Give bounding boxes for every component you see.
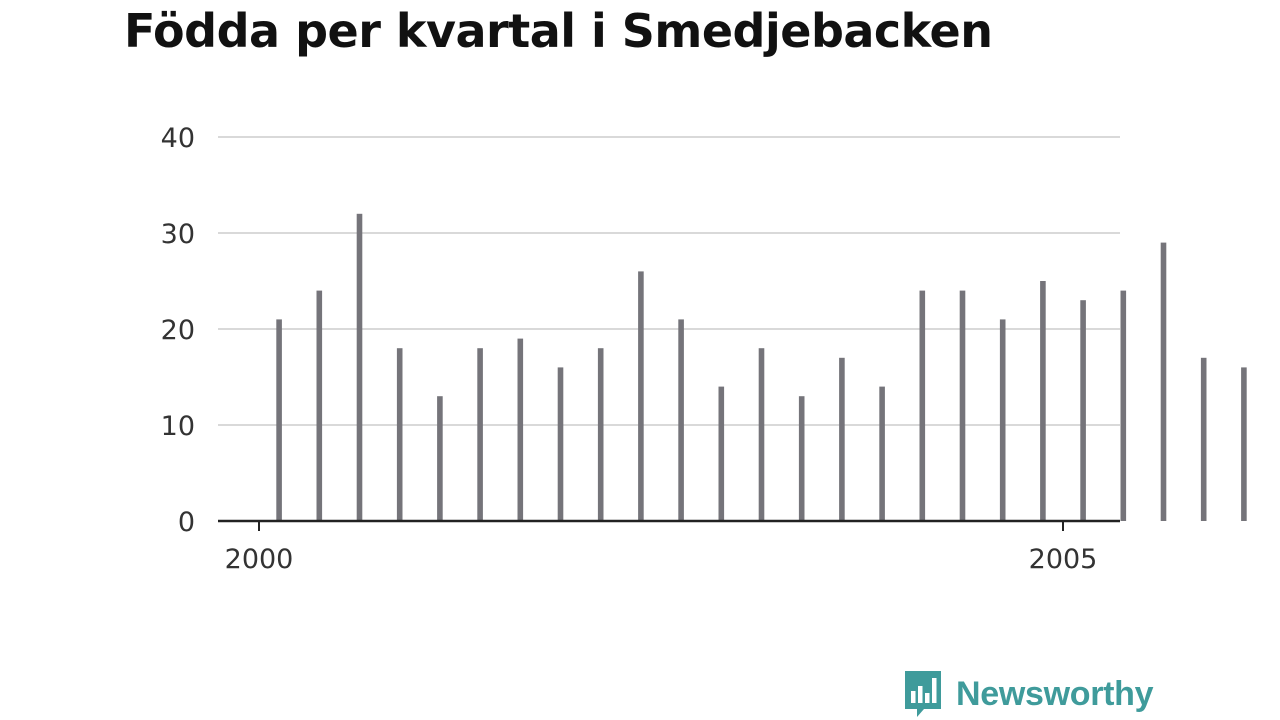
bar (879, 386, 885, 521)
y-tick-label: 40 (161, 123, 195, 154)
bar-chart: 01020304015200020052010201520202025 (161, 123, 1247, 575)
bar (396, 348, 403, 521)
bar (557, 367, 564, 521)
bar (638, 271, 644, 521)
bar (276, 319, 282, 521)
bar (999, 319, 1006, 521)
bar (597, 348, 604, 521)
y-tick-label: 30 (161, 219, 195, 250)
bar (437, 396, 443, 521)
newsworthy-bar-logo-icon (905, 671, 941, 717)
bar (678, 319, 684, 521)
y-tick-label: 20 (161, 315, 195, 346)
gridlines (218, 136, 1120, 426)
bar (758, 348, 765, 521)
labels: 01020304015200020052010201520202025 (161, 123, 1098, 575)
bar (1200, 357, 1207, 521)
bar (517, 338, 524, 521)
bar (798, 396, 805, 521)
bar (718, 386, 725, 521)
chart-title: Födda per kvartal i Smedjebacken (124, 4, 993, 58)
bar (316, 290, 323, 521)
bar (477, 348, 483, 521)
axes (218, 519, 1120, 531)
bar (1120, 290, 1127, 521)
brand-logo: Newsworthy (902, 668, 1154, 720)
y-tick-label: 0 (178, 507, 195, 538)
brand-name: Newsworthy (956, 674, 1154, 713)
bar (1160, 242, 1167, 521)
bar (839, 357, 845, 521)
bar (919, 290, 926, 521)
y-tick-label: 10 (161, 411, 195, 442)
x-tick-label: 2005 (1029, 544, 1098, 575)
bar (1080, 300, 1086, 521)
bar (959, 290, 966, 521)
bar (1040, 281, 1046, 521)
bar (356, 213, 363, 522)
x-tick-label: 2000 (225, 544, 294, 575)
bars (276, 213, 1247, 522)
bar (1241, 367, 1247, 521)
